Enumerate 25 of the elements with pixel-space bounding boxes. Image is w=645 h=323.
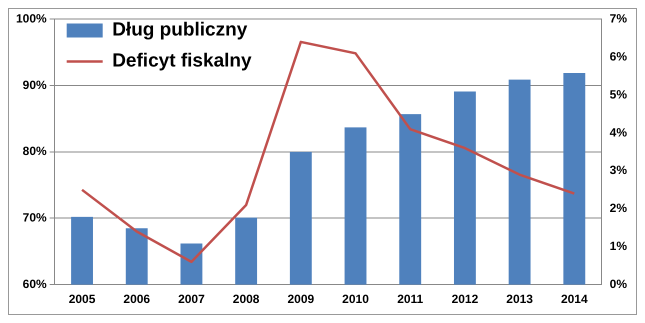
- x-tick-label: 2005: [68, 292, 96, 306]
- legend-label: Deficyt fiskalny: [112, 50, 252, 72]
- x-tick-label: 2009: [287, 292, 314, 306]
- x-tick-label: 2014: [560, 292, 588, 306]
- x-tick-label: 2008: [232, 292, 260, 306]
- y-tick-label: 80%: [22, 144, 48, 158]
- x-tick-label: 2011: [397, 292, 424, 306]
- x-tick-label: 2010: [342, 292, 370, 306]
- y2-tick-label: 0%: [610, 276, 628, 291]
- x-tick-label: 2012: [452, 292, 479, 306]
- y2-tick-label: 6%: [610, 49, 628, 64]
- y2-tick-label: 3%: [610, 163, 628, 178]
- y-tick-label: 60%: [22, 276, 48, 291]
- y2-tick-label: 1%: [610, 239, 628, 253]
- y-tick-label: 70%: [22, 210, 48, 225]
- x-tick-label: 2006: [123, 292, 150, 306]
- legend-label: Dług publiczny: [112, 20, 248, 41]
- y-tick-label: 90%: [22, 78, 48, 92]
- y2-tick-label: 7%: [610, 12, 628, 26]
- y-tick-label: 100%: [16, 12, 48, 26]
- y2-tick-label: 2%: [610, 201, 628, 216]
- y2-tick-label: 4%: [610, 125, 628, 140]
- x-tick-label: 2013: [506, 292, 534, 306]
- x-tick-label: 2007: [178, 292, 206, 306]
- y2-tick-label: 5%: [610, 87, 628, 102]
